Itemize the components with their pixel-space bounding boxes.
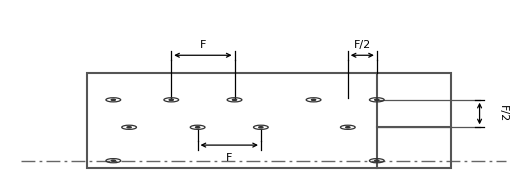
Text: F/2: F/2 [499,105,508,122]
Circle shape [311,99,316,100]
Text: F/2: F/2 [354,40,371,50]
Bar [87,73,451,168]
Circle shape [346,127,350,128]
Circle shape [127,127,131,128]
Circle shape [375,160,379,161]
Circle shape [232,99,237,100]
Circle shape [111,99,115,100]
Circle shape [196,127,200,128]
Text: F: F [200,40,206,50]
Circle shape [111,160,115,161]
Text: F: F [226,154,232,163]
Text: [Fig.4] Screw placement in large plates (reference): [Fig.4] Screw placement in large plates … [6,11,348,24]
Circle shape [169,99,173,100]
Circle shape [375,99,379,100]
Circle shape [259,127,263,128]
